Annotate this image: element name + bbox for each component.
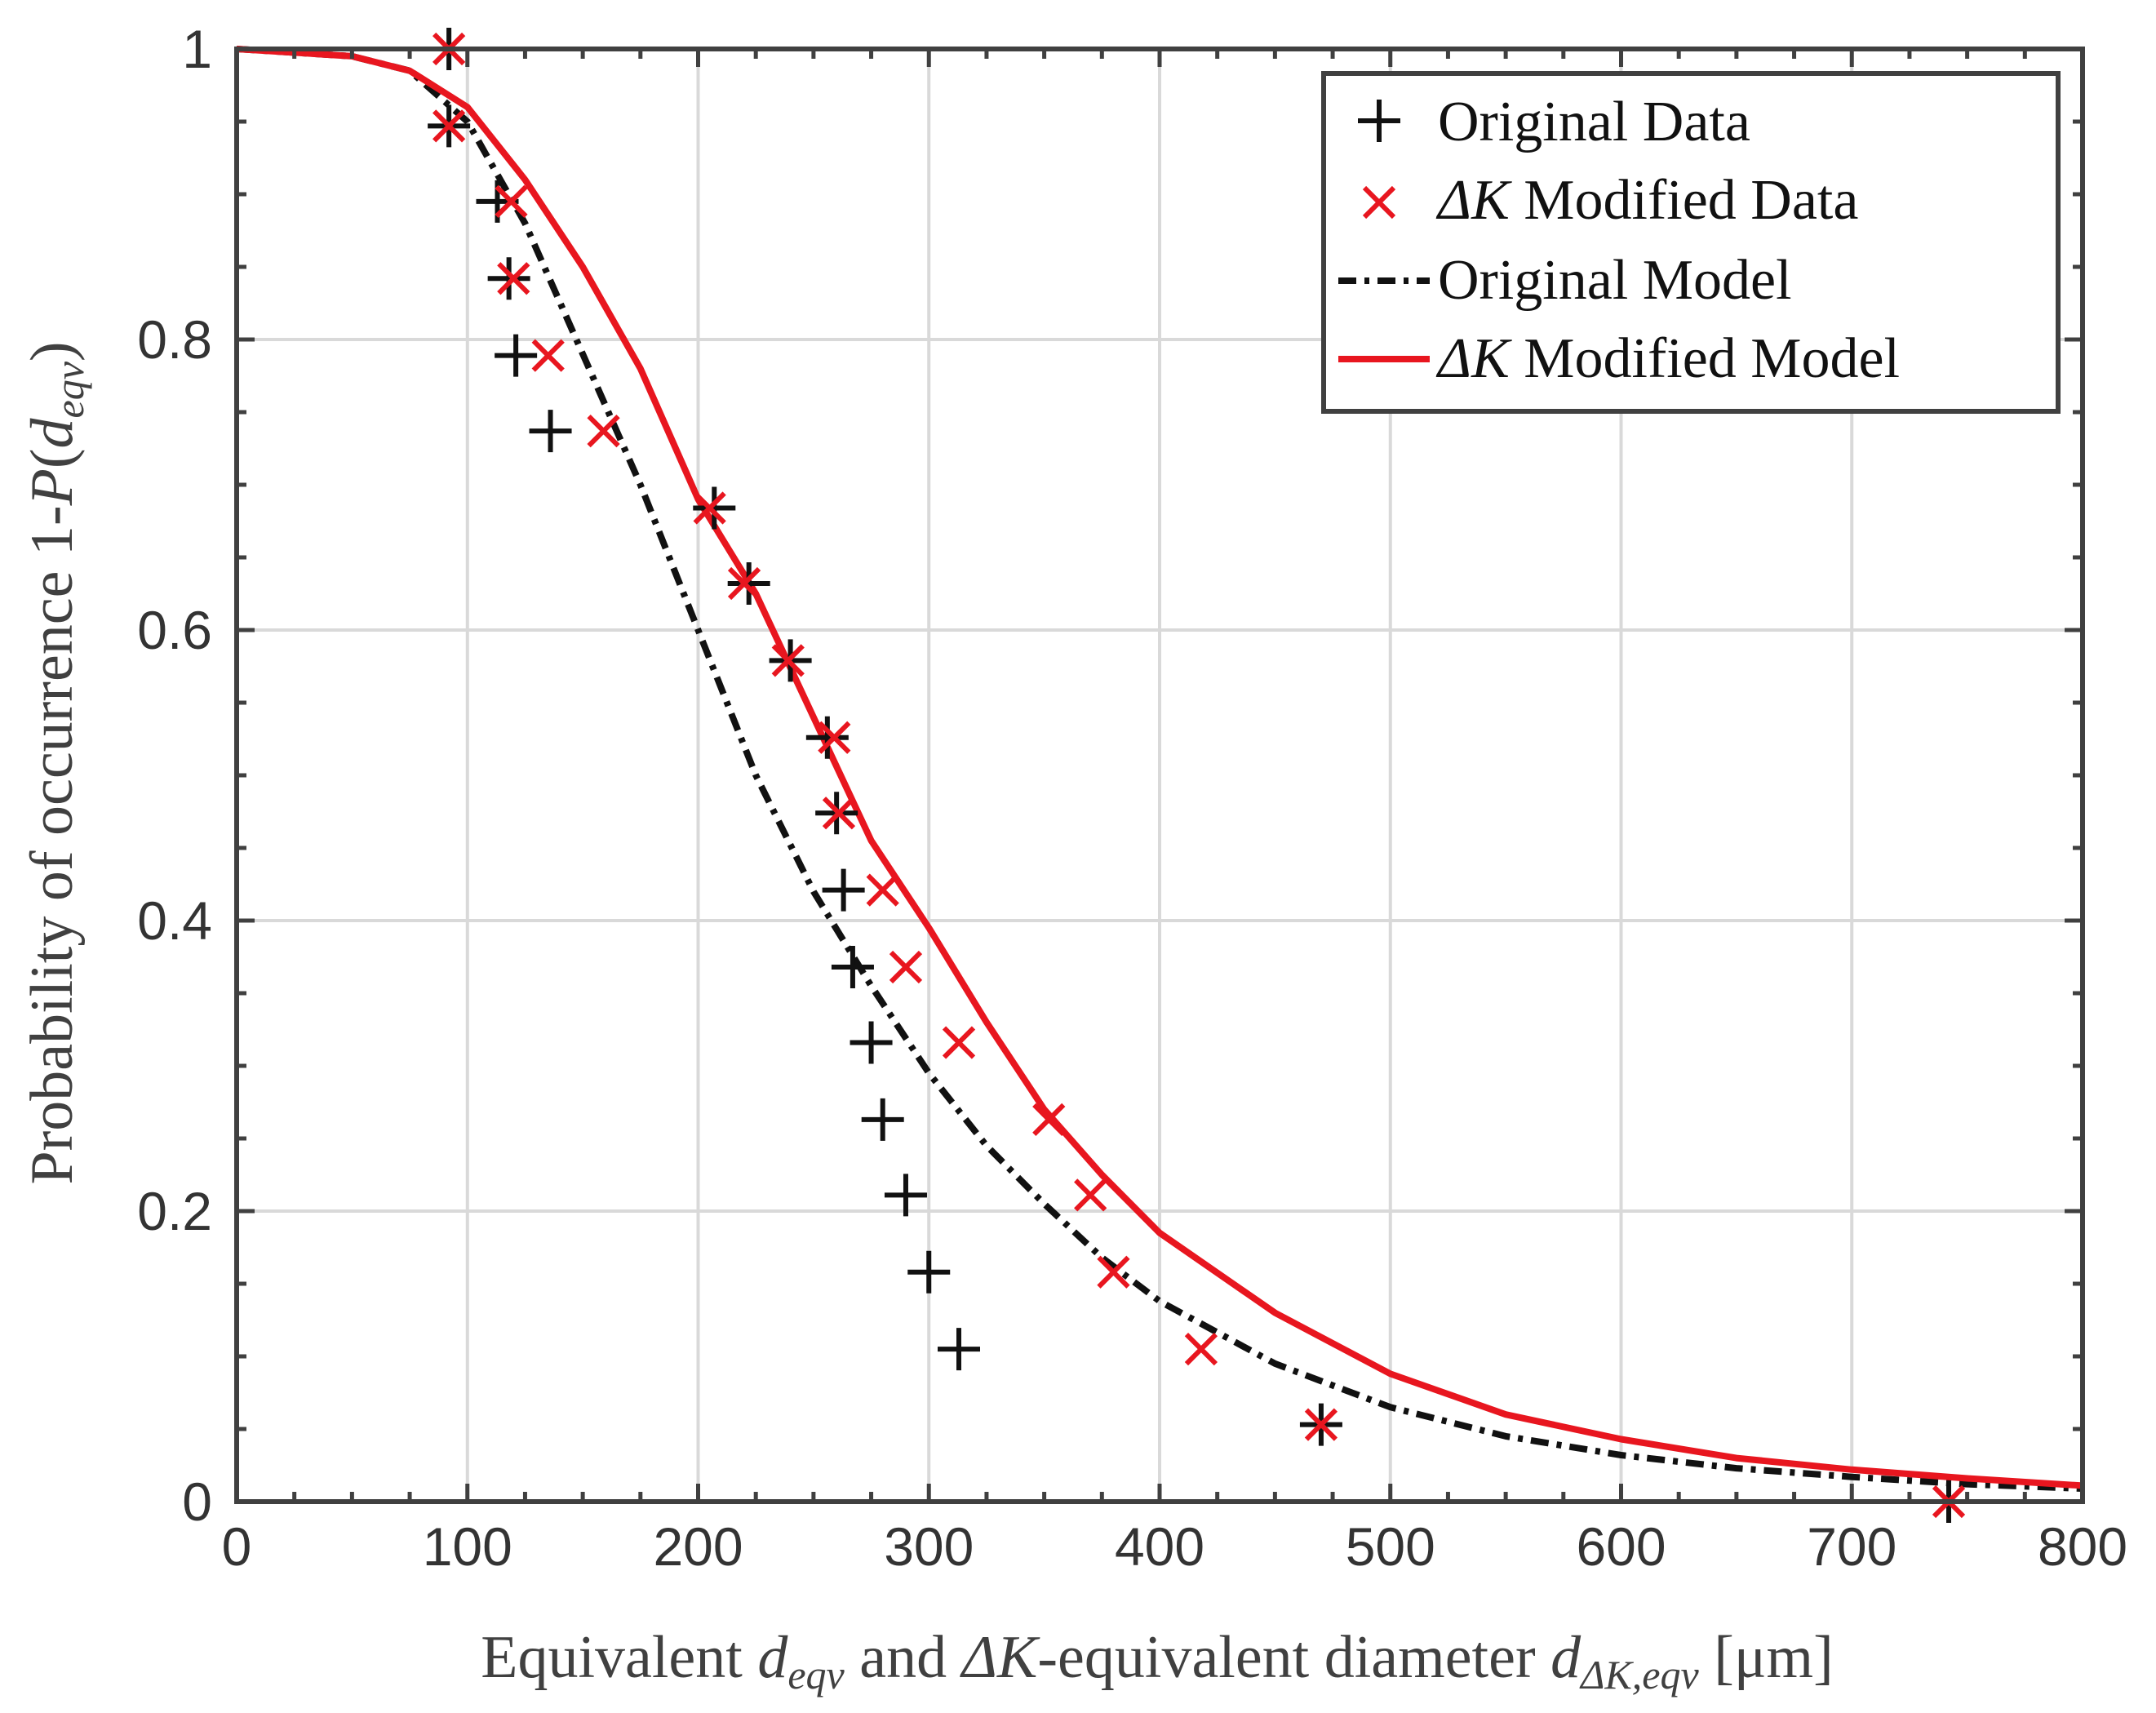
data-point-original <box>850 1021 893 1064</box>
data-point-modified <box>587 415 620 448</box>
y-axis-label-paren: ) <box>19 341 86 362</box>
x-axis-label-subscript: ΔK,eqv <box>1579 1652 1699 1697</box>
x-tick-label: 800 <box>2038 1516 2127 1577</box>
y-tick-label: 0.4 <box>137 890 212 951</box>
data-point-modified <box>1184 1332 1218 1366</box>
data-point-original <box>487 257 530 300</box>
y-axis-label-paren: ( <box>19 449 86 469</box>
tick-labels: 0 100 200 300 400 500 600 700 800 0 0.2 0.4 0.6 0.8 1 <box>137 19 2127 1577</box>
legend-box <box>1321 71 2061 414</box>
data-point-modified <box>866 873 899 907</box>
x-axis-label-part: -equivalent diameter <box>1037 1624 1550 1691</box>
data-point-modified <box>1074 1178 1107 1212</box>
y-tick-label: 0.8 <box>137 309 212 370</box>
x-tick-label: 100 <box>423 1516 512 1577</box>
data-point-modified <box>889 950 923 984</box>
legend-label-rest: Modified Model <box>1510 327 1900 390</box>
data-point-modified <box>693 491 726 525</box>
data-point-original <box>831 945 874 988</box>
data-point-modified <box>531 339 565 372</box>
data-point-original <box>693 486 736 530</box>
x-axis-label: Equivalent deqv and ΔK-equivalent diamet… <box>481 1624 1833 1697</box>
legend-label-modified-data: ΔK Modified Data <box>1435 169 1858 232</box>
y-tick-label: 0 <box>182 1471 212 1532</box>
data-point-modified <box>497 262 530 295</box>
legend-item-modified-model: ΔK Modified Model <box>1338 327 1900 390</box>
x-tick-label: 500 <box>1346 1516 1435 1577</box>
legend-delta-k: ΔK <box>1435 327 1512 390</box>
y-tick-label: 1 <box>182 19 212 79</box>
data-point-modified <box>727 566 761 601</box>
data-point-original <box>727 562 770 606</box>
x-tick-label: 200 <box>653 1516 743 1577</box>
y-axis-label: Probability of occurrence 1-P(deqv) <box>19 341 92 1184</box>
y-tick-label: 0.6 <box>137 600 212 660</box>
data-point-original <box>938 1328 981 1371</box>
data-point-modified <box>942 1026 976 1059</box>
legend-delta-k: ΔK <box>1435 169 1512 232</box>
data-point-original <box>495 334 538 377</box>
legend-label-original-model: Original Model <box>1438 249 1792 312</box>
y-axis-label-part: Probability of occurrence 1- <box>19 505 86 1184</box>
data-point-modified <box>495 184 528 219</box>
data-point-modified <box>433 109 466 143</box>
x-tick-label: 0 <box>222 1516 252 1577</box>
x-axis-label-part: Equivalent <box>481 1624 757 1691</box>
data-point-original <box>884 1174 927 1217</box>
y-axis-label-subscript: eqv <box>47 361 92 418</box>
data-point-original <box>529 410 572 453</box>
x-tick-label: 700 <box>1807 1516 1896 1577</box>
data-point-original <box>907 1250 951 1294</box>
series-line-modified-model <box>236 46 2083 1489</box>
data-point-modified <box>1032 1103 1066 1136</box>
x-marker-icon <box>1362 185 1396 220</box>
data-point-original <box>861 1098 904 1141</box>
plot-series <box>236 28 2083 1523</box>
x-axis-label-var: d <box>1550 1624 1582 1691</box>
axes <box>234 47 2085 1504</box>
y-axis-label-var: d <box>19 418 86 449</box>
x-tick-label: 400 <box>1115 1516 1204 1577</box>
x-axis-label-var: d <box>757 1624 788 1691</box>
x-axis-label-unit: [μm] <box>1699 1624 1834 1691</box>
data-point-original <box>805 716 849 759</box>
x-axis-label-subscript: eqv <box>787 1652 845 1697</box>
x-axis-label-part: and <box>845 1624 962 1691</box>
x-tick-label: 600 <box>1576 1516 1666 1577</box>
data-point-modified <box>818 721 851 754</box>
legend-label-original-data: Original Data <box>1438 91 1750 153</box>
y-axis-label-var: P <box>19 468 86 506</box>
x-tick-label: 300 <box>884 1516 974 1577</box>
legend-item-original-data: Original Data <box>1358 91 1750 153</box>
legend-label-rest: Modified Data <box>1510 169 1859 232</box>
data-point-modified <box>771 644 805 677</box>
legend-label-modified-model: ΔK Modified Model <box>1435 327 1900 390</box>
x-axis-label-delta-k: ΔK <box>960 1624 1040 1691</box>
data-point-modified <box>822 797 856 830</box>
legend-item-original-model: Original Model <box>1338 249 1792 312</box>
data-point-modified <box>1304 1408 1338 1441</box>
legend-item-modified-data: ΔK Modified Data <box>1362 169 1858 232</box>
data-point-original <box>822 868 865 912</box>
y-tick-label: 0.2 <box>137 1181 212 1241</box>
series-line-original-model <box>236 46 2083 1492</box>
plus-marker-icon <box>1358 100 1400 142</box>
legend: Original Data ΔK Modified Data Original … <box>1321 71 2061 414</box>
data-point-modified <box>1097 1255 1130 1289</box>
